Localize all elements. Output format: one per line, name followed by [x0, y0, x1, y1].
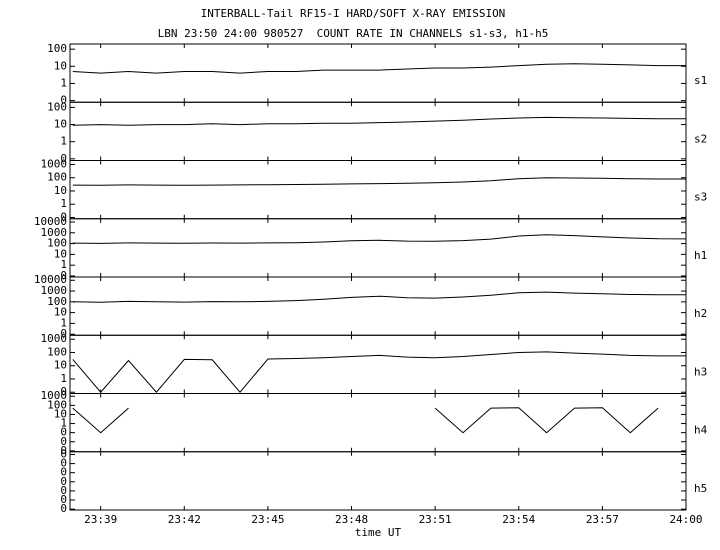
trace — [72, 291, 686, 303]
y-tick-label: 100 — [47, 100, 67, 113]
chart-title: INTERBALL-Tail RF15-I HARD/SOFT X-RAY EM… — [201, 7, 506, 20]
trace — [72, 234, 687, 244]
y-tick-label: 10 — [54, 118, 67, 131]
x-tick-label: 23:39 — [84, 513, 117, 526]
y-tick-label: 0 — [60, 210, 67, 223]
channel-label: s1 — [694, 74, 707, 87]
x-tick-label: 23:57 — [586, 513, 619, 526]
y-tick-label: 1000 — [41, 226, 68, 239]
y-tick-label: 0 — [60, 385, 67, 398]
y-tick-label: 0 — [60, 152, 67, 165]
y-tick-label: 0 — [60, 447, 67, 460]
y-tick-label: 1 — [60, 76, 67, 89]
y-tick-label: 10 — [54, 59, 67, 72]
y-tick-label: 100 — [47, 295, 67, 308]
y-tick-label: 1 — [60, 372, 67, 385]
y-tick-label: 10 — [54, 359, 67, 372]
y-tick-label: 0 — [60, 94, 67, 107]
channel-label: s3 — [694, 191, 707, 204]
y-tick-label: 100 — [47, 398, 67, 411]
y-tick-label: 0 — [60, 502, 67, 515]
x-tick-label: 23:48 — [335, 513, 368, 526]
y-tick-label: 1000 — [41, 332, 68, 345]
x-tick-label: 23:42 — [168, 513, 201, 526]
y-tick-label: 0 — [60, 327, 67, 340]
y-tick-label: 100 — [47, 237, 67, 250]
panel-frame — [69, 451, 687, 511]
trace — [72, 177, 686, 186]
y-tick-label: 1000 — [41, 157, 68, 170]
x-tick-label: 23:54 — [502, 513, 535, 526]
x-tick-label: 23:45 — [251, 513, 284, 526]
y-tick-label: 0 — [60, 269, 67, 282]
y-tick-label: 10 — [54, 247, 67, 260]
channel-label: s2 — [694, 132, 707, 145]
chart-subtitle: LBN 23:50 24:00 980527 COUNT RATE IN CHA… — [158, 27, 549, 40]
y-tick-label: 100 — [47, 42, 67, 55]
y-tick-label: 100 — [47, 171, 67, 184]
x-tick-label: 24:00 — [669, 513, 702, 526]
y-tick-label: 10000 — [34, 273, 67, 286]
y-tick-label: 0 — [60, 475, 67, 488]
y-tick-label: 1 — [60, 197, 67, 210]
channel-label: h3 — [694, 365, 707, 378]
y-tick-label: 1 — [60, 417, 67, 430]
y-tick-label: 0 — [60, 466, 67, 479]
x-axis-label: time UT — [355, 526, 402, 539]
y-tick-label: 1 — [60, 258, 67, 271]
y-tick-label: 0 — [60, 493, 67, 506]
y-tick-label: 0 — [60, 444, 67, 457]
y-tick-label: 0 — [60, 426, 67, 439]
trace — [72, 116, 686, 126]
y-tick-label: 0 — [60, 484, 67, 497]
trace — [72, 63, 686, 74]
y-tick-label: 1 — [60, 316, 67, 329]
channel-label: h4 — [694, 424, 708, 437]
channel-label: h1 — [694, 249, 707, 262]
y-tick-label: 100 — [47, 345, 67, 358]
trace — [72, 407, 659, 434]
y-tick-label: 1 — [60, 135, 67, 148]
y-tick-label: 10 — [54, 306, 67, 319]
y-tick-label: 10 — [54, 184, 67, 197]
y-tick-label: 10000 — [34, 215, 67, 228]
y-tick-label: 10 — [54, 407, 67, 420]
channel-label: h2 — [694, 307, 707, 320]
x-tick-label: 23:51 — [419, 513, 452, 526]
y-tick-label: 0 — [60, 457, 67, 470]
channel-label: h5 — [694, 482, 707, 495]
y-tick-label: 1000 — [41, 389, 68, 402]
y-tick-label: 0 — [60, 435, 67, 448]
trace — [72, 351, 686, 393]
y-tick-label: 1000 — [41, 284, 68, 297]
